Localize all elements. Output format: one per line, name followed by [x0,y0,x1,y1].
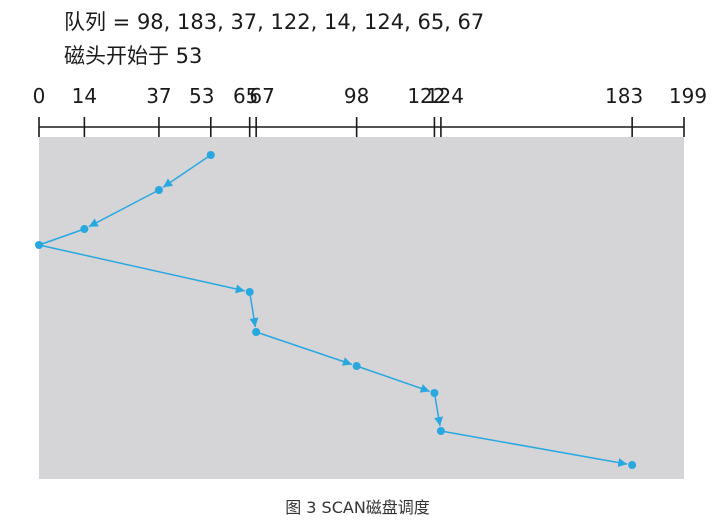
head-start-text: 磁头开始于 53 [64,44,203,68]
path-point [245,288,254,296]
tick-label: 37 [146,84,171,108]
queue-text: 队列 = 98, 183, 37, 122, 14, 124, 65, 67 [64,10,485,34]
path-point [628,461,637,469]
diagram-panel [39,137,684,479]
path-segment [38,244,245,294]
path-point [206,151,215,159]
path-segment [255,331,353,366]
path-point [430,389,439,397]
tick-label: 0 [33,84,46,108]
tick-label: 65 [233,84,258,108]
path-point [252,328,261,336]
tick-label: 199 [669,84,707,108]
tick-label: 14 [72,84,97,108]
tick-label: 124 [426,84,464,108]
path-point [154,186,163,194]
path-point [80,225,89,233]
path-segment [356,365,430,393]
tick-label: 183 [605,84,643,108]
tick-label: 67 [249,84,274,108]
path-segment [162,154,212,188]
path-point [352,362,361,370]
path-point [436,427,445,435]
path-segment [433,392,443,427]
tick-label: 98 [344,84,369,108]
path-segment [88,189,160,228]
figure-caption: 图 3 SCAN磁盘调度 [285,498,430,517]
path-point [35,241,43,249]
path-segment [38,228,85,246]
path-segment [248,291,259,328]
tick-label: 53 [189,84,214,108]
path-segment [440,430,628,467]
tick-label: 122 [407,84,445,108]
